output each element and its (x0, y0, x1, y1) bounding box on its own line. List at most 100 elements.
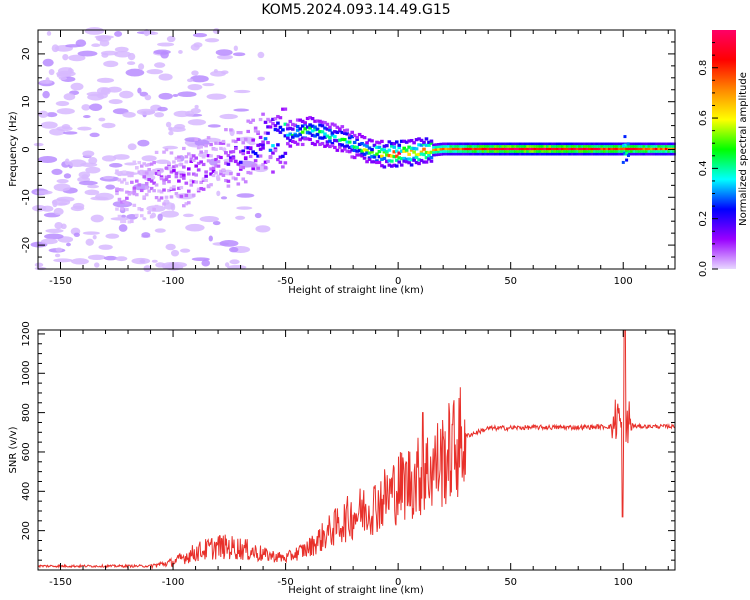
spectrogram-noise-cell (179, 248, 191, 253)
spectrogram-cell (313, 128, 317, 132)
spectrogram-cell (303, 121, 307, 125)
spectrogram-cell (526, 142, 530, 146)
spectrogram-noise-cell (212, 221, 221, 226)
spectrogram-cell (627, 145, 632, 148)
spectrogram-cell (563, 142, 567, 146)
spectrogram-cell (226, 162, 231, 166)
spectrogram-cell (194, 164, 199, 168)
spectrogram-cell (511, 152, 515, 156)
x-tick-label: 0 (395, 276, 401, 287)
spectrogram-noise-cell (70, 82, 84, 91)
spectrogram-cell (669, 142, 674, 146)
spectrogram-noise-cell (125, 68, 145, 77)
spectrogram-cell (310, 141, 315, 146)
spectrogram-noise-cell (62, 53, 69, 61)
spectrogram-cell (494, 152, 498, 156)
spectrogram-cell (295, 124, 300, 129)
spectrogram-cell (553, 150, 558, 153)
spectrogram-cell (266, 131, 270, 135)
spectrogram-cell (518, 142, 523, 146)
spectrogram-cell (325, 127, 330, 131)
spectrogram-cell (347, 136, 352, 140)
spectrogram-cell (380, 147, 384, 152)
spectrogram-cell (144, 171, 149, 175)
spectrogram-cell (320, 136, 325, 140)
spectrogram-cell (516, 152, 520, 156)
spectrogram-cell (362, 152, 367, 156)
spectrogram-cell (612, 142, 617, 146)
spectrogram-cell (531, 145, 535, 148)
spectrogram-noise-cell (63, 131, 78, 135)
spectrogram-noise-cell (235, 215, 246, 220)
spectrogram-cell (583, 152, 587, 156)
spectrogram-cell (125, 207, 129, 212)
spectrogram-cell (355, 145, 359, 150)
spectrogram-cell (179, 162, 184, 167)
spectrogram-cell (590, 147, 595, 151)
spectrogram-cell (622, 150, 627, 153)
spectrogram-cell (157, 171, 161, 175)
spectrogram-noise-cell (141, 155, 157, 162)
spectrogram-noise-cell (88, 157, 98, 165)
spectrogram-cell (330, 143, 335, 148)
spectrogram-cell (555, 147, 560, 151)
spectrogram-cell (484, 152, 488, 156)
spectrogram-noise-cell (41, 205, 54, 212)
spectrogram-cell (496, 142, 501, 146)
spectrogram-cell (209, 154, 213, 158)
spectrogram-cell (588, 142, 592, 146)
spectrogram-cell (612, 152, 617, 156)
spectrogram-cell (394, 154, 399, 158)
spectrogram-cell (318, 130, 322, 134)
spectrogram-cell (362, 135, 367, 140)
spectrogram-cell (583, 145, 587, 148)
spectrogram-cell (459, 152, 463, 156)
spectrogram-cell (632, 145, 637, 148)
spectrogram-cell (174, 156, 179, 160)
spectrogram-cell (199, 160, 203, 164)
spectrogram-cell (367, 146, 372, 150)
spectrogram-cell (390, 159, 394, 163)
spectrogram-cell (266, 140, 270, 145)
spectrogram-cell (345, 144, 350, 148)
spectrogram-cell (367, 157, 372, 161)
spectrogram-cell (538, 150, 543, 153)
spectrogram-noise-cell (90, 214, 104, 223)
spectrogram-cell (253, 126, 258, 130)
spectrogram-cell (664, 147, 669, 151)
spectrogram-cell (300, 124, 305, 128)
spectrogram-noise-cell (233, 89, 251, 94)
spectrogram-cell (130, 180, 134, 184)
spectrogram-cell (226, 153, 231, 158)
spectrogram-cell (397, 151, 402, 155)
spectrogram-cell (541, 152, 545, 156)
spectrogram-cell (238, 160, 243, 164)
spectrogram-cell (620, 152, 624, 156)
spectrogram-noise-cell (155, 159, 171, 164)
spectrogram-noise-cell (54, 222, 63, 230)
spectrogram-cell (214, 157, 218, 162)
spectrogram-cell (226, 184, 231, 188)
spectrogram-cell (439, 150, 444, 154)
spectrogram-cell (506, 147, 510, 151)
spectrogram-noise-cell (45, 77, 50, 84)
spectrogram-cell (236, 182, 241, 186)
spectrogram-cell (590, 142, 595, 146)
spectrogram-cell (253, 151, 258, 156)
spectrogram-cell (189, 179, 194, 183)
spectrogram-noise-cell (255, 225, 271, 233)
spectrogram-noise-cell (84, 27, 105, 35)
spectrogram-cell (617, 150, 622, 153)
spectrogram-cell (333, 123, 337, 127)
spectrogram-cell (536, 142, 540, 146)
spectrogram-noise-cell (254, 212, 262, 219)
spectrogram-noise-cell (131, 257, 151, 265)
spectrogram-noise-cell (51, 168, 63, 176)
spectrogram-cell (328, 125, 332, 129)
colorbar-gradient (712, 30, 736, 269)
spectrogram-cell (122, 219, 127, 224)
spectrogram-cell (226, 143, 231, 147)
spectrogram-noise-cell (233, 45, 238, 51)
spectrogram-cell (370, 139, 374, 143)
spectrogram-cell (224, 128, 228, 132)
